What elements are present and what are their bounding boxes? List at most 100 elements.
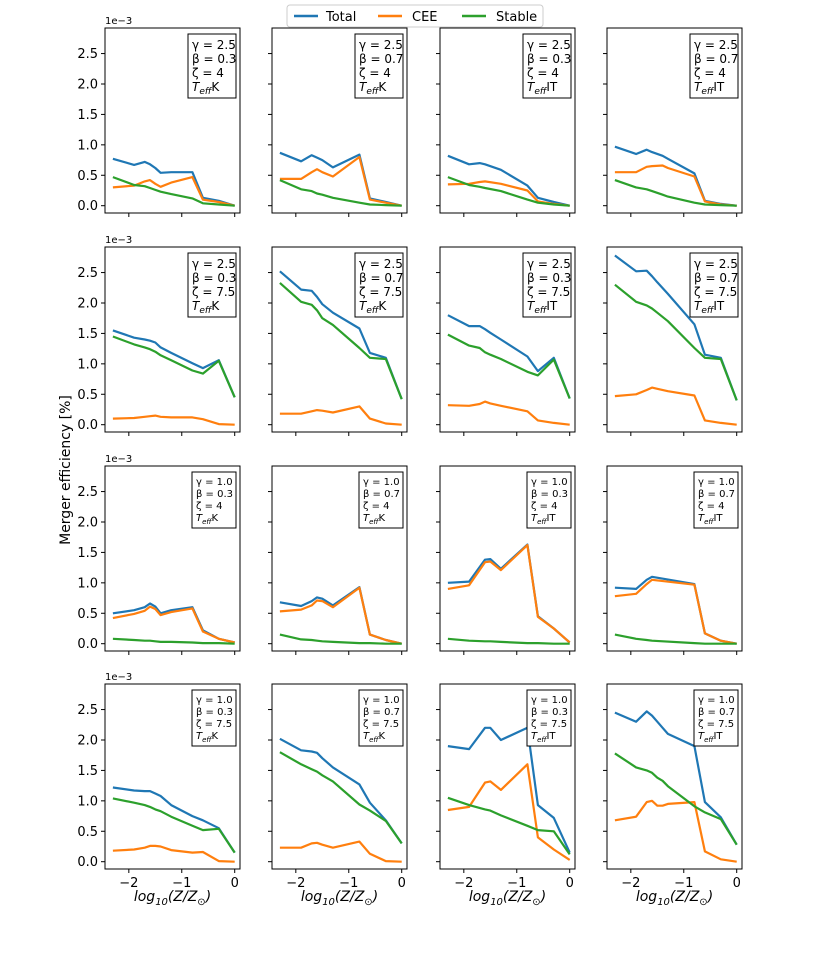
parameter-label: γ = 1.0 (196, 477, 233, 488)
series-line-cee (112, 605, 235, 644)
x-tick-label: −1 (507, 876, 526, 891)
series-line-stable (112, 335, 236, 398)
parameter-box (191, 471, 237, 529)
series-line-total (447, 154, 570, 207)
series-line-total (279, 737, 403, 845)
y-tick-label: 0.5 (77, 169, 98, 184)
legend-cee-label: CEE (412, 10, 438, 25)
subplot-r3-c0: −2 −1 0 0.0 0.5 1.0 1.5 2.0 2.5 1e−3 γ = 1.0β = 0.… (77, 672, 241, 908)
parameter-label: ζ = 7.5 (694, 285, 737, 299)
x-axis-label: log10(Z/Z⊙) (301, 889, 378, 908)
parameter-label: γ = 2.5 (527, 38, 571, 52)
series-line-stable (112, 797, 236, 854)
series-line-stable (447, 637, 570, 645)
series-line-cee (614, 799, 737, 863)
x-tick-label: 0 (733, 876, 741, 891)
series-line-cee (279, 155, 402, 207)
parameter-label: TeffIT (531, 513, 556, 526)
y-tick-label: 2.0 (77, 733, 98, 748)
parameter-box (191, 689, 237, 747)
parameter-box (187, 33, 237, 99)
parameter-label: TeffIT (527, 80, 558, 97)
parameter-label: β = 0.7 (698, 489, 735, 500)
parameter-box (187, 252, 237, 318)
parameter-label: TeffIT (527, 299, 558, 316)
parameter-label: ζ = 4 (196, 501, 223, 512)
parameter-label: β = 0.3 (531, 707, 568, 718)
parameter-label: ζ = 7.5 (698, 719, 734, 730)
parameter-label: γ = 1.0 (531, 695, 568, 706)
series-line-stable (279, 751, 403, 845)
y-tick-label: 2.0 (77, 296, 98, 311)
y-tick-label: 1.0 (77, 138, 98, 153)
series-line-cee (447, 400, 570, 426)
parameter-label: γ = 2.5 (694, 257, 738, 271)
parameter-label: β = 0.3 (527, 52, 571, 66)
parameter-label: γ = 2.5 (359, 38, 403, 52)
series-line-stable (112, 176, 235, 207)
x-axis-label: log10(Z/Z⊙) (134, 889, 211, 908)
parameter-label: ζ = 4 (531, 501, 558, 512)
subplot-r2-c0: 0.0 0.5 1.0 1.5 2.0 2.5 1e−3 γ = 1.0β = 0.3ζ = … (77, 454, 241, 655)
parameter-box (693, 689, 739, 747)
parameter-box (689, 252, 739, 318)
x-tick-label: −1 (339, 876, 358, 891)
x-axis-label: log10(Z/Z⊙) (469, 889, 546, 908)
parameter-label: γ = 1.0 (698, 695, 735, 706)
y-tick-label: 2.5 (77, 703, 98, 718)
parameter-label: β = 0.3 (531, 489, 568, 500)
y-tick-label: 0.5 (77, 388, 98, 403)
y-offset-label: 1e−3 (105, 454, 132, 465)
parameter-label: γ = 2.5 (527, 257, 571, 271)
series-line-cee (112, 176, 235, 207)
parameter-box (526, 689, 572, 747)
x-tick-label: 0 (231, 876, 239, 891)
subplot-grid: 0.00.51.01.52.02.51e−3γ = 2.5β = 0.3ζ = … (77, 16, 743, 908)
series-line-cee (614, 386, 737, 426)
y-tick-label: 2.0 (77, 515, 98, 530)
series-line-cee (447, 543, 571, 644)
series-line-cee (614, 578, 737, 645)
parameter-label: TeffIT (531, 731, 556, 744)
subplot-r0-c0: 0.0 0.5 1.0 1.5 2.0 2.5 1e−3 γ = 2.5β = 0.3ζ = … (77, 16, 241, 217)
series-line-stable (279, 282, 403, 400)
y-tick-label: 0.5 (77, 825, 98, 840)
parameter-label: β = 0.3 (192, 52, 236, 66)
x-tick-label: −2 (286, 876, 305, 891)
x-tick-label: 0 (398, 876, 406, 891)
legend-stable-label: Stable (496, 10, 537, 25)
series-line-total (112, 157, 236, 207)
parameter-label: β = 0.7 (363, 707, 400, 718)
parameter-box (693, 471, 739, 529)
parameter-label: TeffIT (698, 731, 723, 744)
y-offset-label: 1e−3 (105, 235, 132, 246)
y-tick-label: 1.0 (77, 357, 98, 372)
parameter-label: ζ = 7.5 (192, 285, 235, 299)
parameter-label: β = 0.7 (359, 52, 403, 66)
x-axis-label: log10(Z/Z⊙) (636, 889, 713, 908)
series-line-total (112, 329, 236, 398)
series-line-cee (112, 844, 235, 863)
parameter-label: γ = 1.0 (698, 477, 735, 488)
parameter-label: TeffK (363, 513, 385, 526)
parameter-label: ζ = 7.5 (359, 285, 402, 299)
legend-total-label: Total (325, 10, 356, 25)
parameter-label: ζ = 4 (698, 501, 725, 512)
series-line-cee (614, 164, 737, 207)
parameter-label: TeffK (192, 299, 220, 316)
parameter-box (354, 252, 404, 318)
parameter-label: TeffK (196, 731, 218, 744)
x-tick-label: −2 (119, 876, 138, 891)
series-line-stable (614, 179, 737, 207)
series-line-stable (447, 176, 570, 207)
series-line-total (112, 786, 236, 854)
parameter-box (526, 471, 572, 529)
parameter-label: TeffK (359, 299, 387, 316)
y-tick-label: 1.5 (77, 764, 98, 779)
y-tick-label: 1.5 (77, 546, 98, 561)
